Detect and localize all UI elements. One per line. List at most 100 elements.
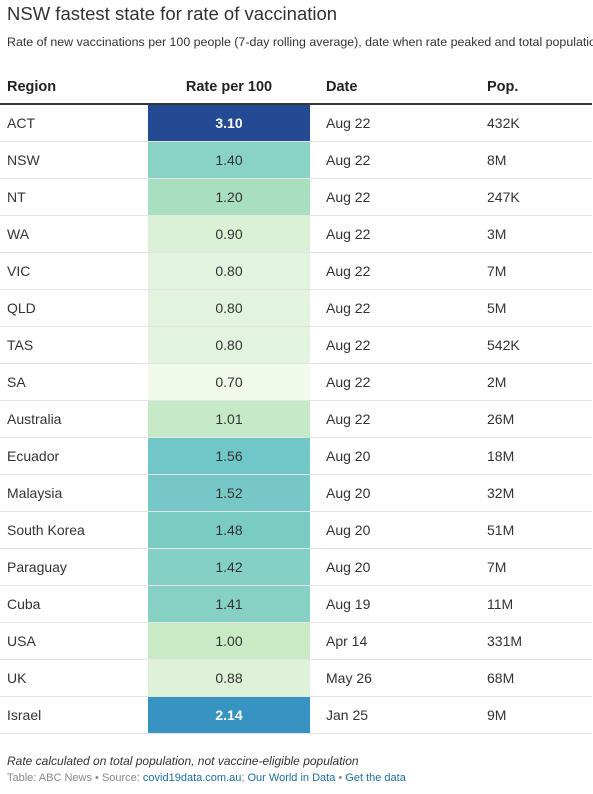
credit-prefix: Table: ABC News • Source: xyxy=(7,772,143,784)
rate-cell: 1.48 xyxy=(148,511,310,549)
get-the-data-link[interactable]: Get the data xyxy=(345,772,406,784)
region-cell: Cuba xyxy=(0,585,148,623)
table-row: QLD 0.80 Aug 22 5M xyxy=(0,289,592,327)
column-header-date[interactable]: Date xyxy=(310,70,477,105)
population-cell: 247K xyxy=(477,178,592,216)
population-cell: 8M xyxy=(477,141,592,179)
chart-title: NSW fastest state for rate of vaccinatio… xyxy=(7,3,338,24)
date-cell: Aug 20 xyxy=(310,474,477,512)
population-cell: 9M xyxy=(477,696,592,734)
column-header-pop[interactable]: Pop. xyxy=(477,70,592,105)
date-cell: Aug 22 xyxy=(310,400,477,438)
table-row: Malaysia 1.52 Aug 20 32M xyxy=(0,474,592,512)
table-row: ACT 3.10 Aug 22 432K xyxy=(0,104,592,142)
date-cell: Aug 22 xyxy=(310,252,477,290)
column-header-region[interactable]: Region xyxy=(0,70,148,105)
rate-cell: 1.40 xyxy=(148,141,310,179)
population-cell: 51M xyxy=(477,511,592,549)
population-cell: 542K xyxy=(477,326,592,364)
date-cell: Jan 25 xyxy=(310,696,477,734)
region-cell: NT xyxy=(0,178,148,216)
table-row: NSW 1.40 Aug 22 8M xyxy=(0,141,592,179)
date-cell: Aug 22 xyxy=(310,141,477,179)
rate-cell: 1.52 xyxy=(148,474,310,512)
date-cell: Aug 20 xyxy=(310,437,477,475)
table-row: USA 1.00 Apr 14 331M xyxy=(0,622,592,660)
rate-cell: 2.14 xyxy=(148,696,310,734)
region-cell: South Korea xyxy=(0,511,148,549)
table-row: TAS 0.80 Aug 22 542K xyxy=(0,326,592,364)
region-cell: WA xyxy=(0,215,148,253)
credit-separator: ; xyxy=(241,772,248,784)
population-cell: 2M xyxy=(477,363,592,401)
date-cell: Aug 22 xyxy=(310,289,477,327)
table-row: Paraguay 1.42 Aug 20 7M xyxy=(0,548,592,586)
rate-cell: 1.42 xyxy=(148,548,310,586)
date-cell: Aug 22 xyxy=(310,104,477,142)
population-cell: 432K xyxy=(477,104,592,142)
region-cell: Australia xyxy=(0,400,148,438)
date-cell: Aug 20 xyxy=(310,548,477,586)
rate-cell: 1.56 xyxy=(148,437,310,475)
footnote: Rate calculated on total population, not… xyxy=(7,754,359,768)
population-cell: 5M xyxy=(477,289,592,327)
population-cell: 68M xyxy=(477,659,592,697)
date-cell: Aug 19 xyxy=(310,585,477,623)
date-cell: Apr 14 xyxy=(310,622,477,660)
population-cell: 11M xyxy=(477,585,592,623)
region-cell: UK xyxy=(0,659,148,697)
population-cell: 32M xyxy=(477,474,592,512)
date-cell: Aug 22 xyxy=(310,215,477,253)
rate-cell: 1.00 xyxy=(148,622,310,660)
region-cell: Ecuador xyxy=(0,437,148,475)
region-cell: ACT xyxy=(0,104,148,142)
table-row: Australia 1.01 Aug 22 26M xyxy=(0,400,592,438)
credit-line: Table: ABC News • Source: covid19data.co… xyxy=(7,771,587,786)
table-row: Israel 2.14 Jan 25 9M xyxy=(0,696,592,734)
population-cell: 331M xyxy=(477,622,592,660)
region-cell: TAS xyxy=(0,326,148,364)
region-cell: Paraguay xyxy=(0,548,148,586)
region-cell: NSW xyxy=(0,141,148,179)
vaccination-rate-table: Region Rate per 100 Date Pop. ACT 3.10 Aug… xyxy=(0,70,592,734)
table-row: Ecuador 1.56 Aug 20 18M xyxy=(0,437,592,475)
table-row: SA 0.70 Aug 22 2M xyxy=(0,363,592,401)
rate-cell: 0.70 xyxy=(148,363,310,401)
rate-cell: 0.80 xyxy=(148,252,310,290)
source-link-covid19data[interactable]: covid19data.com.au xyxy=(142,772,242,784)
date-cell: Aug 20 xyxy=(310,511,477,549)
region-cell: SA xyxy=(0,363,148,401)
region-cell: Malaysia xyxy=(0,474,148,512)
date-cell: Aug 22 xyxy=(310,363,477,401)
table-body: ACT 3.10 Aug 22 432K NSW 1.40 Aug 22 8M NT 1.20 Au… xyxy=(0,104,592,734)
population-cell: 7M xyxy=(477,252,592,290)
table-row: NT 1.20 Aug 22 247K xyxy=(0,178,592,216)
date-cell: May 26 xyxy=(310,659,477,697)
region-cell: Israel xyxy=(0,696,148,734)
population-cell: 26M xyxy=(477,400,592,438)
rate-cell: 0.80 xyxy=(148,289,310,327)
rate-cell: 1.41 xyxy=(148,585,310,623)
region-cell: QLD xyxy=(0,289,148,327)
region-cell: VIC xyxy=(0,252,148,290)
date-cell: Aug 22 xyxy=(310,178,477,216)
rate-cell: 0.90 xyxy=(148,215,310,253)
table-row: Cuba 1.41 Aug 19 11M xyxy=(0,585,592,623)
rate-cell: 1.01 xyxy=(148,400,310,438)
table-row: WA 0.90 Aug 22 3M xyxy=(0,215,592,253)
date-cell: Aug 22 xyxy=(310,326,477,364)
source-link-our-world-in-data[interactable]: Our World in Data xyxy=(247,772,336,784)
population-cell: 7M xyxy=(477,548,592,586)
region-cell: USA xyxy=(0,622,148,660)
credit-bullet: • xyxy=(335,772,346,784)
table-row: VIC 0.80 Aug 22 7M xyxy=(0,252,592,290)
rate-cell: 0.88 xyxy=(148,659,310,697)
rate-cell: 1.20 xyxy=(148,178,310,216)
column-header-rate[interactable]: Rate per 100 xyxy=(148,70,310,105)
rate-cell: 0.80 xyxy=(148,326,310,364)
population-cell: 3M xyxy=(477,215,592,253)
table-header-row: Region Rate per 100 Date Pop. xyxy=(0,70,592,105)
table-row: UK 0.88 May 26 68M xyxy=(0,659,592,697)
table-row: South Korea 1.48 Aug 20 51M xyxy=(0,511,592,549)
population-cell: 18M xyxy=(477,437,592,475)
